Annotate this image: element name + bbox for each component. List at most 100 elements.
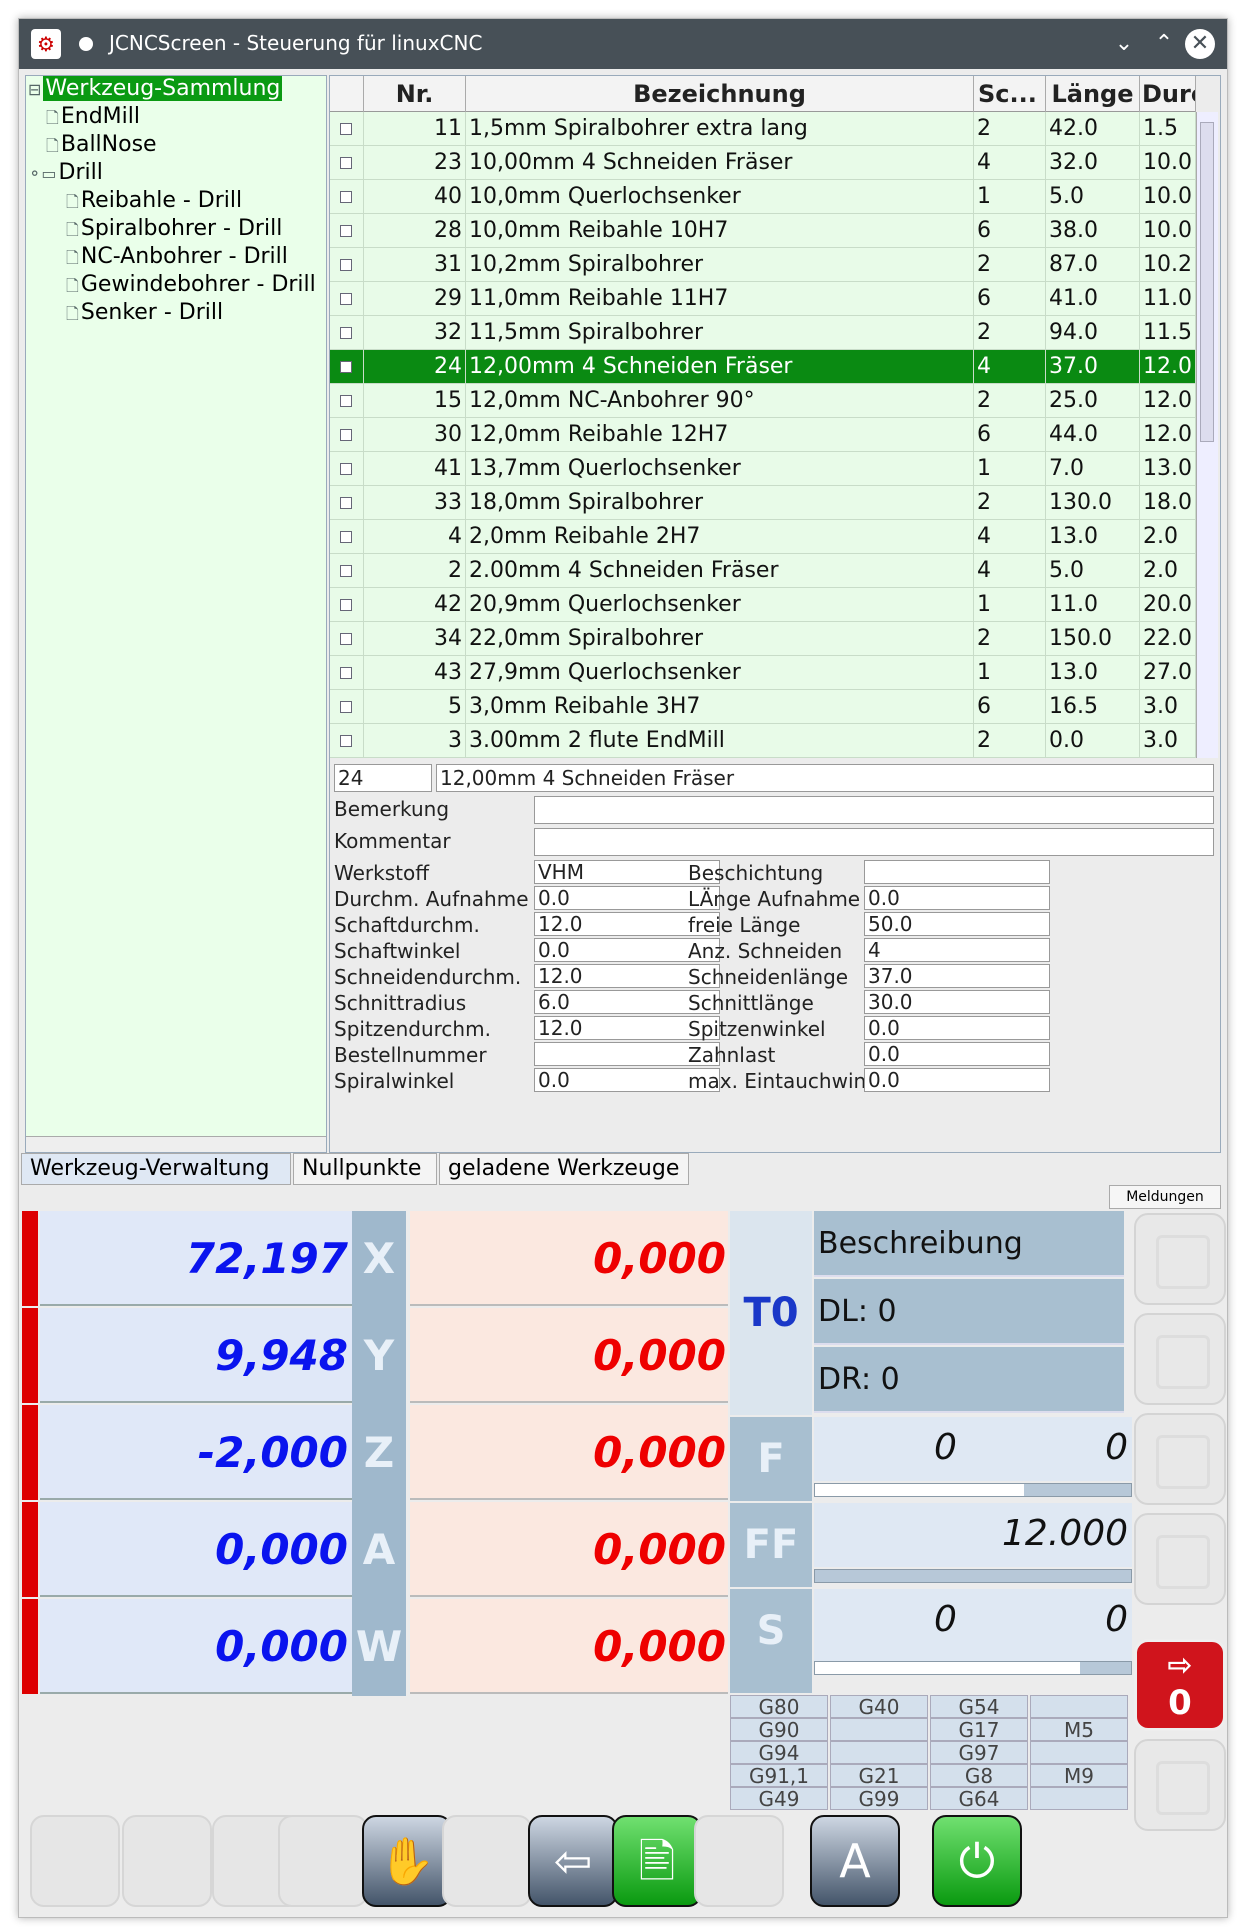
row-checkbox[interactable] [340,429,352,441]
table-scrollbar[interactable] [1196,112,1218,758]
table-row[interactable]: 34 22,0mm Spiralbohrer 2 150.0 22.0 [330,622,1196,656]
table-row[interactable]: 33 18,0mm Spiralbohrer 2 130.0 18.0 [330,486,1196,520]
detail-field[interactable]: 50.0 [864,912,1050,936]
axis-label-a[interactable]: A [352,1502,406,1599]
tree-scrollbar[interactable] [26,1136,326,1152]
row-checkbox[interactable] [340,361,352,373]
header-nr[interactable]: Nr. [364,76,466,112]
detail-field[interactable]: 0.0 [864,1068,1050,1092]
detail-field[interactable] [864,860,1050,884]
header-durchmesser[interactable]: Durc... [1140,76,1196,112]
tree-node[interactable]: 🗋Reibahle - Drill [66,188,243,213]
detail-field[interactable]: 0.0 [864,1016,1050,1040]
header-bezeichnung[interactable]: Bezeichnung [466,76,974,112]
row-checkbox[interactable] [340,667,352,679]
detail-field[interactable]: 30.0 [864,990,1050,1014]
mdi-button[interactable] [442,1815,532,1907]
table-row[interactable]: 24 12,00mm 4 Schneiden Fräser 4 37.0 12.0 [330,350,1196,384]
detail-field[interactable]: 12.0 [534,964,720,988]
kommentar-field[interactable] [534,828,1214,856]
maximize-button[interactable]: ⌃ [1154,31,1174,56]
axis-label-z[interactable]: Z [352,1405,406,1502]
detail-name-field[interactable]: 12,00mm 4 Schneiden Fräser [436,764,1214,792]
row-checkbox[interactable] [340,599,352,611]
coolant-button[interactable] [1134,1313,1226,1405]
detail-field[interactable]: 0.0 [534,938,720,962]
detail-field[interactable]: 37.0 [864,964,1050,988]
spindle-button[interactable] [1134,1513,1226,1605]
row-checkbox[interactable] [340,565,352,577]
table-row[interactable]: 5 3,0mm Reibahle 3H7 6 16.5 3.0 [330,690,1196,724]
row-checkbox[interactable] [340,395,352,407]
detail-field[interactable] [534,1042,720,1066]
detail-field[interactable]: VHM [534,860,720,884]
table-row[interactable]: 2 2.00mm 4 Schneiden Fräser 4 5.0 2.0 [330,554,1196,588]
manual-mode-button[interactable]: ✋ [362,1815,452,1907]
edit-program-button[interactable]: 🖹 [612,1815,702,1907]
table-row[interactable]: 3 3.00mm 2 flute EndMill 2 0.0 3.0 [330,724,1196,758]
table-row[interactable]: 40 10,0mm Querlochsenker 1 5.0 10.0 [330,180,1196,214]
table-row[interactable]: 42 20,9mm Querlochsenker 1 11.0 20.0 [330,588,1196,622]
auto-run-button[interactable]: A [810,1815,900,1907]
table-row[interactable]: 28 10,0mm Reibahle 10H7 6 38.0 10.0 [330,214,1196,248]
detail-field[interactable]: 12.0 [534,912,720,936]
tool-touch-button[interactable] [694,1815,784,1907]
detail-field[interactable]: 6.0 [534,990,720,1014]
row-checkbox[interactable] [340,191,352,203]
table-row[interactable]: 15 12,0mm NC-Anbohrer 90° 2 25.0 12.0 [330,384,1196,418]
table-row[interactable]: 4 2,0mm Reibahle 2H7 4 13.0 2.0 [330,520,1196,554]
row-checkbox[interactable] [340,327,352,339]
spindle-override-bar[interactable] [814,1661,1132,1675]
axis-label-x[interactable]: X [352,1211,406,1308]
tree-node[interactable]: 🗋EndMill [46,104,141,129]
row-checkbox[interactable] [340,463,352,475]
detail-field[interactable]: 0.0 [864,886,1050,910]
row-checkbox[interactable] [340,633,352,645]
feed-override-bar[interactable] [814,1483,1132,1497]
detail-field[interactable]: 12.0 [534,1016,720,1040]
meldungen-button[interactable]: Meldungen [1109,1185,1221,1209]
collapse-icon[interactable]: ⊟ [28,80,42,99]
table-row[interactable]: 41 13,7mm Querlochsenker 1 7.0 13.0 [330,452,1196,486]
row-checkbox[interactable] [340,497,352,509]
row-checkbox[interactable] [340,735,352,747]
tree-node[interactable]: 🗋Gewindebohrer - Drill [66,272,316,297]
detail-field[interactable]: 4 [864,938,1050,962]
tree-node[interactable]: 🗋Senker - Drill [66,300,224,325]
table-row[interactable]: 23 10,00mm 4 Schneiden Fräser 4 32.0 10.0 [330,146,1196,180]
header-schneiden[interactable]: Sc... [974,76,1046,112]
home-button[interactable]: ⇦ [528,1815,618,1907]
tab-werkzeug-verwaltung[interactable]: Werkzeug-Verwaltung [21,1153,291,1185]
tree-node[interactable]: 🗋NC-Anbohrer - Drill [66,244,288,269]
table-row[interactable]: 43 27,9mm Querlochsenker 1 13.0 27.0 [330,656,1196,690]
minimize-button[interactable]: ⌄ [1114,31,1134,56]
tab-geladene-werkzeuge[interactable]: geladene Werkzeuge [439,1153,689,1185]
axis-label-y[interactable]: Y [352,1308,406,1405]
table-row[interactable]: 11 1,5mm Spiralbohrer extra lang 2 42.0 1.5 [330,112,1196,146]
row-checkbox[interactable] [340,123,352,135]
program-button[interactable] [1134,1213,1226,1305]
mode-1-button[interactable] [30,1815,120,1907]
spindle-stop-button[interactable] [1134,1739,1226,1831]
close-button[interactable]: ✕ [1185,29,1215,59]
mist-button[interactable] [1134,1413,1226,1505]
tree-node[interactable]: 🗋BallNose [46,132,157,157]
tree-node-folder[interactable]: ⚬▭Drill [28,160,103,185]
arrow-button[interactable] [278,1815,368,1907]
tree-node[interactable]: 🗋Spiralbohrer - Drill [66,216,283,241]
axis-label-w[interactable]: W [352,1599,406,1696]
row-checkbox[interactable] [340,531,352,543]
row-checkbox[interactable] [340,259,352,271]
table-row[interactable]: 32 11,5mm Spiralbohrer 2 94.0 11.5 [330,316,1196,350]
detail-nr-field[interactable]: 24 [334,764,432,792]
mode-2-button[interactable] [122,1815,212,1907]
detail-field[interactable]: 0.0 [864,1042,1050,1066]
table-row[interactable]: 31 10,2mm Spiralbohrer 2 87.0 10.2 [330,248,1196,282]
header-laenge[interactable]: Länge [1046,76,1140,112]
bemerkung-field[interactable] [534,796,1214,824]
table-row[interactable]: 29 11,0mm Reibahle 11H7 6 41.0 11.0 [330,282,1196,316]
scroll-thumb[interactable] [1200,122,1214,442]
power-button[interactable]: ⏻ [932,1815,1022,1907]
row-checkbox[interactable] [340,225,352,237]
tab-nullpunkte[interactable]: Nullpunkte [293,1153,437,1185]
